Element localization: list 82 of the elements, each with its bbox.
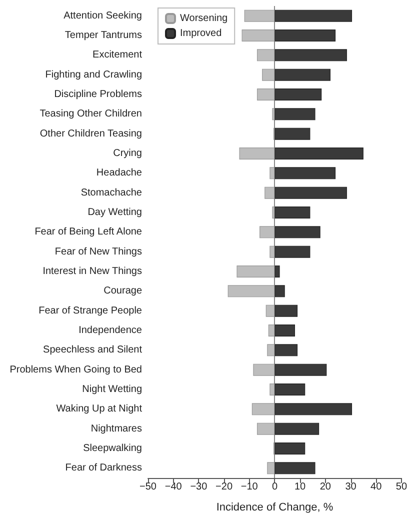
bar — [274, 364, 327, 376]
x-tick-label: 20 — [320, 482, 332, 492]
y-tick-label: Fear of New Things — [54, 246, 142, 258]
bar — [274, 304, 298, 317]
y-tick-label: Crying — [113, 148, 142, 159]
y-tick-label: Sleepwalking — [83, 443, 142, 454]
bar — [274, 10, 352, 22]
bar — [274, 422, 320, 435]
bar — [242, 30, 275, 42]
bar — [274, 462, 316, 474]
bar — [239, 148, 275, 160]
y-tick-label: Nightmares — [90, 423, 142, 434]
y-tick-label: Courage — [104, 286, 142, 297]
bar — [267, 462, 275, 474]
y-tick-label: Temper Tantrums — [64, 30, 142, 41]
x-tick-label: −10 — [240, 482, 258, 492]
bar — [274, 403, 352, 416]
y-tick-label: Excitement — [92, 50, 142, 61]
bar — [274, 128, 310, 140]
x-tick-label: −50 — [140, 482, 157, 492]
y-tick-label: Discipline Problems — [54, 89, 142, 100]
y-tick-label: Attention Seeking — [64, 10, 142, 22]
bar — [244, 10, 275, 22]
x-tick-label: −20 — [216, 482, 233, 492]
bar — [274, 226, 320, 238]
y-tick-label: Interest in New Things — [42, 266, 142, 277]
bar — [266, 304, 275, 317]
bar — [274, 108, 316, 120]
bar — [228, 285, 275, 298]
bar — [274, 344, 298, 356]
bar — [256, 422, 275, 435]
x-tick-label: 30 — [345, 482, 357, 492]
bar — [264, 186, 275, 199]
x-tick-label: 10 — [294, 482, 306, 492]
x-axis-title: Incidence of Change, % — [216, 502, 334, 514]
bar — [270, 246, 275, 258]
bar — [236, 266, 275, 278]
bar — [274, 68, 330, 81]
x-tick-label: 40 — [370, 482, 382, 492]
bar — [274, 285, 285, 298]
x-tick-label: −30 — [190, 482, 208, 492]
y-tick-label: Problems When Going to Bed — [10, 364, 142, 376]
y-tick-label: Teasing Other Children — [40, 108, 142, 120]
y-tick-label: Fear of Being Left Alone — [34, 226, 142, 238]
x-tick-label: 50 — [396, 482, 408, 492]
bar — [256, 49, 275, 62]
x-tick-label: −40 — [164, 482, 182, 492]
bar — [274, 266, 280, 278]
y-tick-label: Day Wetting — [88, 207, 142, 218]
y-tick-label: Fighting and Crawling — [45, 69, 142, 80]
bar — [270, 167, 275, 180]
bar — [274, 246, 310, 258]
y-tick-label: Fear of Darkness — [65, 462, 142, 474]
bar — [274, 206, 310, 218]
bar — [274, 30, 336, 42]
bar — [262, 68, 275, 81]
bar — [274, 49, 347, 62]
y-tick-label: Headache — [96, 168, 142, 179]
y-tick-label: Fear of Strange People — [38, 305, 142, 316]
y-tick-label: Other Children Teasing — [40, 128, 142, 140]
bar — [268, 324, 275, 336]
bar — [274, 324, 295, 336]
bar — [256, 88, 275, 100]
bar — [274, 186, 347, 199]
bar — [267, 344, 275, 356]
bar — [260, 226, 275, 238]
x-tick-label: 0 — [272, 482, 278, 492]
y-tick-label: Stomachache — [80, 187, 142, 198]
y-tick-label: Waking Up at Night — [56, 404, 142, 415]
bar — [274, 384, 306, 396]
bar — [274, 442, 306, 454]
legend-label: Improved — [180, 28, 222, 39]
bar — [274, 167, 336, 180]
y-tick-label: Night Wetting — [82, 384, 142, 395]
legend-label: Worsening — [180, 13, 228, 24]
y-tick-label: Independence — [78, 325, 142, 336]
y-tick-label: Speechless and Silent — [43, 344, 142, 356]
bar — [252, 403, 275, 416]
bar — [270, 384, 275, 396]
bar — [274, 148, 364, 160]
bar — [274, 88, 322, 100]
bar — [253, 364, 275, 376]
